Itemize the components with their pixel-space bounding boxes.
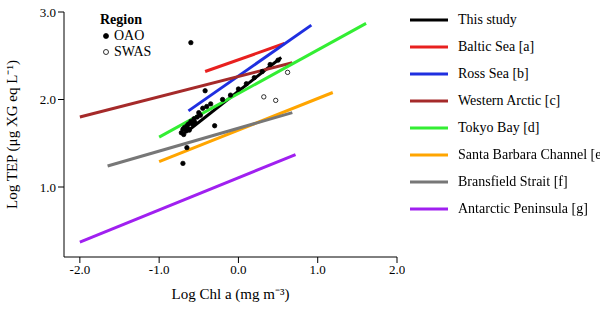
html-text:Bransfield Strait [f]: Bransfield Strait [f] (458, 173, 568, 189)
html-text:Baltic Sea [a]: Baltic Sea [a] (458, 38, 535, 54)
svg-text:-1.0: -1.0 (149, 262, 170, 277)
html-text:Ross Sea [b]: Ross Sea [b] (458, 65, 529, 81)
svg-text:Log TEP (μg XG eq L⁻¹): Log TEP (μg XG eq L⁻¹) (8, 60, 21, 209)
svg-text:-2.0: -2.0 (70, 262, 91, 277)
svg-text:2.0: 2.0 (389, 262, 405, 277)
svg-text:3.0: 3.0 (40, 5, 56, 20)
html-text:OAO: OAO (114, 28, 145, 43)
svg-text:Log Chl a (mg m⁻³): Log Chl a (mg m⁻³) (172, 286, 290, 303)
svg-text:0.0: 0.0 (230, 262, 246, 277)
html-text:This study: This study (458, 11, 517, 27)
svg-text:1.0: 1.0 (310, 262, 326, 277)
html-text:Tokyo Bay [d]: Tokyo Bay [d] (458, 119, 540, 135)
html-text:SWAS: SWAS (114, 44, 152, 59)
html-text:Western Arctic [c]: Western Arctic [c] (458, 92, 561, 108)
html-text:Antarctic Peninsula [g]: Antarctic Peninsula [g] (458, 200, 588, 216)
svg-text:2.0: 2.0 (40, 92, 56, 107)
svg-text:1.0: 1.0 (40, 180, 56, 195)
html-text:Region: Region (100, 12, 142, 27)
